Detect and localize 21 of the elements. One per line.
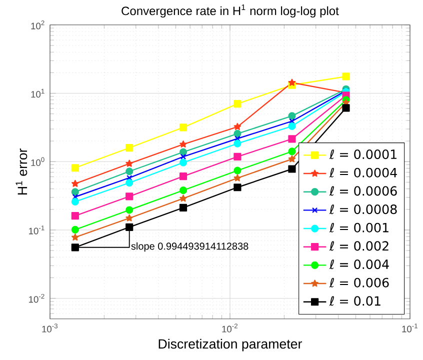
- x-tick-label: 10$^{-2}$: [222, 324, 238, 332]
- y-tick-label: 10$^{-1}$: [29, 226, 44, 234]
- legend-label: ℓ = 0.004: [329, 260, 389, 270]
- y-tick-label: 10$^{-2}$: [29, 294, 44, 303]
- x-tick-label: 10$^{-1}$: [402, 324, 418, 332]
- legend-label: ℓ = 0.002: [329, 241, 388, 251]
- x-axis-title: Discretization parameter: [158, 338, 302, 352]
- x-tick-label: 10$^{-3}$: [42, 324, 58, 332]
- y-tick-label: 10$^{0}$: [31, 157, 44, 166]
- y-tick-label: 10$^{2}$: [31, 20, 44, 30]
- y-axis-title: H$^{1}$ error: [16, 148, 28, 195]
- legend-label: ℓ = 0.001: [329, 222, 388, 232]
- y-tick-label: 10$^{1}$: [31, 88, 44, 98]
- annotation: slope 0.994493914112838: [131, 242, 248, 252]
- legend-label: ℓ = 0.006: [329, 278, 389, 288]
- legend-label: ℓ = 0.0004: [329, 168, 397, 178]
- legend-label: ℓ = 0.01: [329, 296, 380, 306]
- chart-title: Convergence rate in H$^{1}$ norm log-log plot: [122, 4, 339, 18]
- legend-label: ℓ = 0.0008: [329, 204, 397, 214]
- legend-label: ℓ = 0.0006: [329, 186, 397, 196]
- legend-label: ℓ = 0.0001: [329, 150, 396, 160]
